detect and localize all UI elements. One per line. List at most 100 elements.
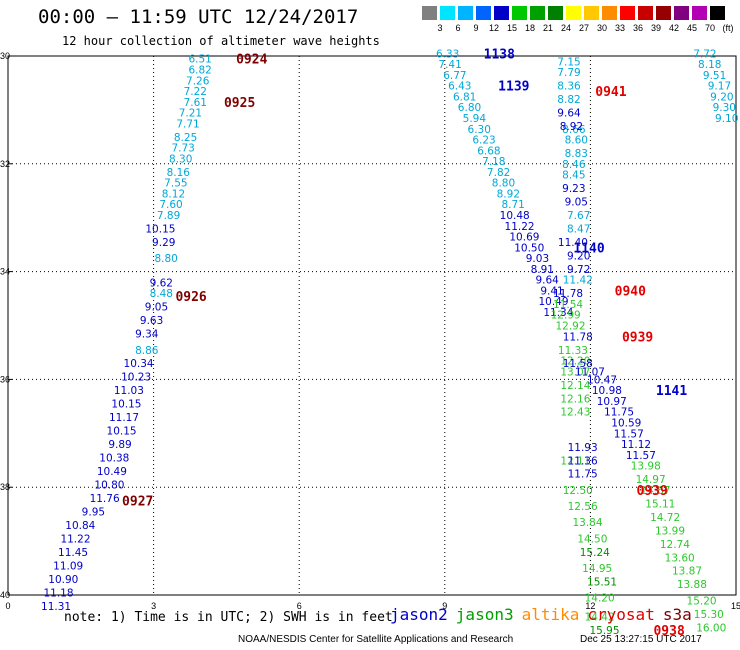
pass-label: 0940 <box>615 284 646 299</box>
wave-height-value: 11.57 <box>626 450 656 462</box>
color-swatch <box>440 6 455 20</box>
wave-height-value: 12.20 <box>560 356 590 368</box>
wave-height-value: 12.11 <box>560 455 590 467</box>
wave-height-value: 12.14 <box>560 380 590 392</box>
wave-height-value: 8.47 <box>567 223 590 235</box>
wave-height-value: 10.15 <box>145 223 175 235</box>
wave-height-value: 15.95 <box>589 625 619 637</box>
wave-height-value: 6.51 <box>188 54 211 66</box>
y-tick-label: -36 <box>0 374 10 384</box>
wave-height-value: 11.09 <box>53 560 83 572</box>
wave-height-value: 10.49 <box>97 466 127 478</box>
wave-height-value: 10.98 <box>592 385 622 397</box>
wave-height-value: 6.80 <box>458 102 481 114</box>
wave-height-value: 12.43 <box>560 407 590 419</box>
wave-height-value: 8.66 <box>562 124 586 136</box>
wave-height-value: 11.33 <box>558 345 588 357</box>
wave-height-value: 8.92 <box>560 121 583 133</box>
legend-item-s3a: s3a <box>662 605 692 624</box>
wave-height-value: 7.61 <box>184 97 207 109</box>
wave-height-value: 8.60 <box>565 135 588 147</box>
wave-height-value: 9.89 <box>108 439 131 451</box>
pass-label: 0941 <box>595 85 626 100</box>
wave-height-value: 10.47 <box>587 374 617 386</box>
wave-height-value: 8.18 <box>698 59 721 71</box>
wave-height-value: 11.76 <box>90 493 120 505</box>
x-tick-label: 6 <box>297 601 302 611</box>
color-scale-tick: 24 <box>560 23 571 33</box>
wave-height-value: 10.15 <box>111 399 141 411</box>
wave-height-value: 8.71 <box>501 199 524 211</box>
wave-height-value: 7.15 <box>557 56 580 68</box>
wave-height-value: 11.07 <box>575 366 605 378</box>
wave-height-value: 6.77 <box>443 70 466 82</box>
wave-height-value: 9.29 <box>152 237 175 249</box>
wave-height-value: 7.55 <box>164 178 187 190</box>
x-tick-label: 9 <box>442 601 447 611</box>
pass-label: 0939 <box>637 484 668 499</box>
wave-height-value: 11.22 <box>505 221 535 233</box>
wave-height-value: 5.94 <box>463 113 487 125</box>
color-swatch <box>458 6 473 20</box>
wave-height-value: 14.95 <box>582 563 612 575</box>
color-swatch <box>620 6 635 20</box>
color-swatch <box>638 6 653 20</box>
wave-height-value: 15.51 <box>587 577 617 589</box>
wave-height-value: 8.30 <box>169 153 192 165</box>
color-scale-tick: 27 <box>578 23 589 33</box>
wave-height-value: 11.75 <box>568 469 598 481</box>
satellite-legend: jason2 jason3 altika cryosat s3a <box>390 605 700 624</box>
wave-height-value: 12.74 <box>660 539 690 551</box>
color-swatch <box>512 6 527 20</box>
wave-height-value: 10.80 <box>94 480 124 492</box>
color-scale-tick: 9 <box>473 23 479 33</box>
wave-height-value: 10.38 <box>99 453 129 465</box>
wave-height-value: 7.18 <box>482 156 505 168</box>
y-tick-label: -30 <box>0 51 10 61</box>
wave-height-value: 9.63 <box>140 315 163 327</box>
legend-item-altika: altika <box>521 605 580 624</box>
pass-label: 1140 <box>573 241 604 256</box>
wave-height-value: 8.80 <box>492 178 515 190</box>
color-scale-unit: (ft) <box>722 23 734 33</box>
footer-credit: NOAA/NESDIS Center for Satellite Applica… <box>238 634 514 645</box>
pass-label: 0926 <box>175 290 206 305</box>
wave-height-value: 8.25 <box>174 132 197 144</box>
color-scale-tick: 42 <box>668 23 679 33</box>
wave-height-value: 14.50 <box>577 533 607 545</box>
wave-height-value: 9.20 <box>710 91 733 103</box>
wave-height-value: 11.18 <box>43 587 73 599</box>
wave-height-value: 9.41 <box>540 285 563 297</box>
wave-height-value: 11.36 <box>568 455 598 467</box>
wave-height-value: 11.31 <box>41 601 71 613</box>
wave-height-value: 10.90 <box>48 574 78 586</box>
wave-height-value: 7.73 <box>171 143 194 155</box>
wave-height-value: 13.60 <box>665 552 695 564</box>
wave-height-value: 8.92 <box>497 188 520 200</box>
wave-height-value: 10.50 <box>514 242 544 254</box>
wave-height-value: 7.22 <box>184 86 207 98</box>
pass-label: 0939 <box>622 330 653 345</box>
wave-height-value: 12.16 <box>560 393 590 405</box>
wave-height-value: 10.49 <box>538 296 568 308</box>
x-tick-label: 0 <box>5 601 10 611</box>
wave-height-value: 15.30 <box>694 609 724 621</box>
plot-frame <box>7 55 737 596</box>
color-swatch <box>494 6 509 20</box>
wave-height-value: 11.34 <box>543 307 573 319</box>
wave-height-value: 9.05 <box>145 302 168 314</box>
x-tick-label: 12 <box>585 601 595 611</box>
color-scale-tick: 21 <box>542 23 553 33</box>
wave-height-value: 13.84 <box>572 517 602 529</box>
wave-height-value: 8.16 <box>167 167 191 179</box>
wave-height-value: 11.78 <box>553 288 583 300</box>
color-swatch <box>710 6 725 20</box>
wave-height-value: 8.82 <box>557 94 580 106</box>
wave-height-value: 8.46 <box>562 159 586 171</box>
pass-label: 0938 <box>653 624 684 639</box>
wave-height-value: 11.57 <box>614 428 644 440</box>
wave-height-value: 9.95 <box>82 506 105 518</box>
color-swatch <box>584 6 599 20</box>
wave-height-value: 10.23 <box>121 372 151 384</box>
